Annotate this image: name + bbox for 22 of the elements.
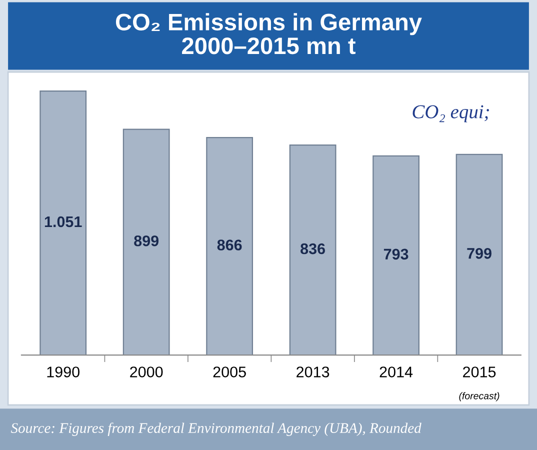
- x-tick-label: 2014: [380, 366, 413, 378]
- bar: [122, 128, 170, 356]
- x-tick-label: 2013: [296, 366, 330, 378]
- bar: [40, 90, 87, 356]
- data-label: 866: [217, 240, 242, 250]
- x-tick-label: 2000: [130, 366, 163, 378]
- x-tick-label: 2015: [463, 366, 496, 378]
- data-label: 1.051: [44, 216, 82, 228]
- bar: [289, 144, 336, 356]
- text: (forecast): [459, 392, 500, 402]
- x-tick-label: 2005: [213, 366, 246, 378]
- annotation: CO₂ equi;: [412, 105, 489, 122]
- bar: [456, 154, 503, 356]
- data-label: 793: [384, 248, 408, 260]
- bar: [372, 155, 420, 356]
- bar: [206, 137, 254, 356]
- data-label: 899: [134, 235, 159, 246]
- x-tick-label: 1990: [47, 366, 80, 378]
- data-label: 836: [300, 243, 325, 254]
- source-note: Source: Figures from Federal Environmental Agency (UBA), Rounded: [10, 422, 422, 436]
- chart-title: CO₂ Emissions in Germany 2000–2015 mn t: [116, 13, 422, 54]
- data-label: 799: [467, 248, 492, 259]
